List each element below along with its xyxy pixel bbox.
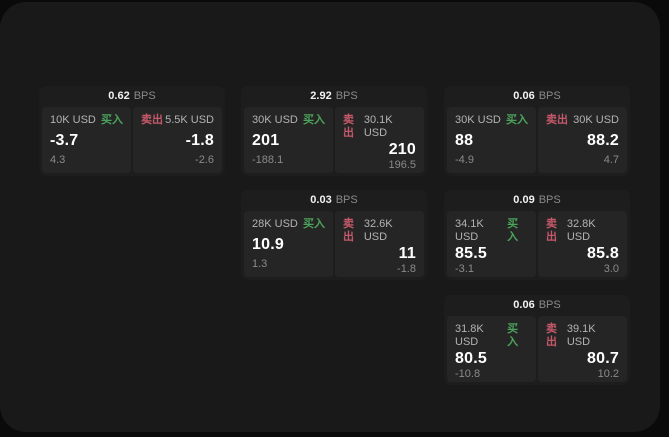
sell-panel[interactable]: 卖出 32.8K USD 85.8 3.0: [538, 211, 627, 277]
sell-panel[interactable]: 卖出 30K USD 88.2 4.7: [538, 107, 627, 173]
sell-panel[interactable]: 卖出 32.6K USD 11 -1.8: [335, 211, 424, 277]
buy-amount: 28K USD: [252, 218, 298, 230]
bps-header: 0.03 BPS: [241, 190, 427, 211]
sell-price: 210: [388, 141, 416, 158]
buy-price: 10.9: [252, 236, 284, 253]
buy-delta: 1.3: [252, 258, 268, 270]
buy-panel[interactable]: 34.1K USD 买入 85.5 -3.1: [447, 211, 536, 277]
buy-side-label: 买入: [506, 114, 528, 126]
quote-card: 0.06 BPS 30K USD 买入 88 -4.9 卖出 30K USD 8…: [444, 86, 630, 176]
buy-price: 85.5: [455, 245, 487, 262]
bps-unit-label: BPS: [133, 90, 156, 102]
quote-card: 2.92 BPS 30K USD 买入 201 -188.1 卖出 30.1K …: [241, 86, 427, 176]
sell-side-label: 卖出: [546, 114, 568, 126]
buy-side-label: 买入: [507, 218, 519, 243]
sell-amount: 39.1K USD: [566, 323, 596, 348]
bps-value: 0.09: [513, 194, 535, 206]
buy-panel[interactable]: 10K USD 买入 -3.7 4.3: [42, 107, 131, 173]
buy-panel[interactable]: 30K USD 买入 201 -188.1: [244, 107, 333, 173]
sell-panel[interactable]: 卖出 5.5K USD -1.8 -2.6: [133, 107, 222, 173]
bps-value: 0.62: [108, 90, 130, 102]
sell-panel[interactable]: 卖出 39.1K USD 80.7 10.2: [538, 316, 627, 382]
sell-price: 85.8: [587, 245, 619, 262]
bps-value: 2.92: [310, 90, 332, 102]
bps-value: 0.06: [513, 90, 535, 102]
bps-value: 0.03: [310, 194, 332, 206]
buy-side-label: 买入: [303, 114, 325, 126]
bps-unit-label: BPS: [538, 90, 561, 102]
sell-side-label: 卖出: [343, 218, 354, 243]
sell-price: 88.2: [587, 132, 619, 149]
quote-card: 0.03 BPS 28K USD 买入 10.9 1.3 卖出 32.6K US…: [241, 190, 427, 280]
buy-delta: -188.1: [252, 154, 284, 166]
bps-header: 0.06 BPS: [444, 295, 630, 316]
sell-panel[interactable]: 卖出 30.1K USD 210 196.5: [335, 107, 424, 173]
bps-header: 2.92 BPS: [241, 86, 427, 107]
buy-price: 80.5: [455, 350, 487, 367]
buy-side-label: 买入: [303, 218, 325, 230]
sell-price: 11: [398, 245, 416, 262]
quote-card: 0.62 BPS 10K USD 买入 -3.7 4.3 卖出 5.5K USD…: [39, 86, 225, 176]
buy-panel[interactable]: 30K USD 买入 88 -4.9: [447, 107, 536, 173]
buy-side-label: 买入: [101, 114, 123, 126]
buy-panel[interactable]: 28K USD 买入 10.9 1.3: [244, 211, 333, 277]
buy-amount: 30K USD: [252, 114, 298, 126]
bps-unit-label: BPS: [335, 90, 358, 102]
sell-side-label: 卖出: [343, 114, 354, 139]
sell-delta: 196.5: [388, 159, 416, 171]
buy-delta: -4.9: [455, 154, 474, 166]
buy-amount: 10K USD: [50, 114, 96, 126]
buy-amount: 30K USD: [455, 114, 501, 126]
buy-price: 201: [252, 132, 280, 149]
sell-amount: 30K USD: [573, 114, 619, 126]
sell-amount: 30.1K USD: [363, 114, 393, 139]
bps-unit-label: BPS: [538, 299, 561, 311]
buy-delta: -10.8: [455, 368, 481, 380]
sell-delta: 10.2: [597, 368, 619, 380]
sell-side-label: 卖出: [141, 114, 163, 126]
sell-delta: -2.6: [195, 154, 214, 166]
quote-card: 0.06 BPS 31.8K USD 买入 80.5 -10.8 卖出 39.1…: [444, 295, 630, 385]
buy-delta: 4.3: [50, 154, 66, 166]
buy-panel[interactable]: 31.8K USD 买入 80.5 -10.8: [447, 316, 536, 382]
bps-unit-label: BPS: [538, 194, 561, 206]
app-background-panel: 0.62 BPS 10K USD 买入 -3.7 4.3 卖出 5.5K USD…: [0, 2, 660, 432]
buy-side-label: 买入: [507, 323, 519, 348]
quote-card: 0.09 BPS 34.1K USD 买入 85.5 -3.1 卖出 32.8K…: [444, 190, 630, 280]
sell-amount: 32.8K USD: [566, 218, 596, 243]
buy-price: -3.7: [50, 132, 79, 149]
bps-unit-label: BPS: [335, 194, 358, 206]
buy-price: 88: [455, 132, 474, 149]
sell-side-label: 卖出: [546, 218, 557, 243]
sell-side-label: 卖出: [546, 323, 557, 348]
bps-header: 0.06 BPS: [444, 86, 630, 107]
sell-delta: -1.8: [397, 263, 416, 275]
sell-amount: 5.5K USD: [165, 114, 214, 126]
bps-header: 0.09 BPS: [444, 190, 630, 211]
buy-amount: 31.8K USD: [455, 323, 484, 348]
sell-price: 80.7: [587, 350, 619, 367]
sell-amount: 32.6K USD: [363, 218, 393, 243]
sell-delta: 4.7: [603, 154, 619, 166]
bps-header: 0.62 BPS: [39, 86, 225, 107]
buy-amount: 34.1K USD: [455, 218, 484, 243]
bps-value: 0.06: [513, 299, 535, 311]
buy-delta: -3.1: [455, 263, 474, 275]
sell-price: -1.8: [185, 132, 214, 149]
sell-delta: 3.0: [603, 263, 619, 275]
